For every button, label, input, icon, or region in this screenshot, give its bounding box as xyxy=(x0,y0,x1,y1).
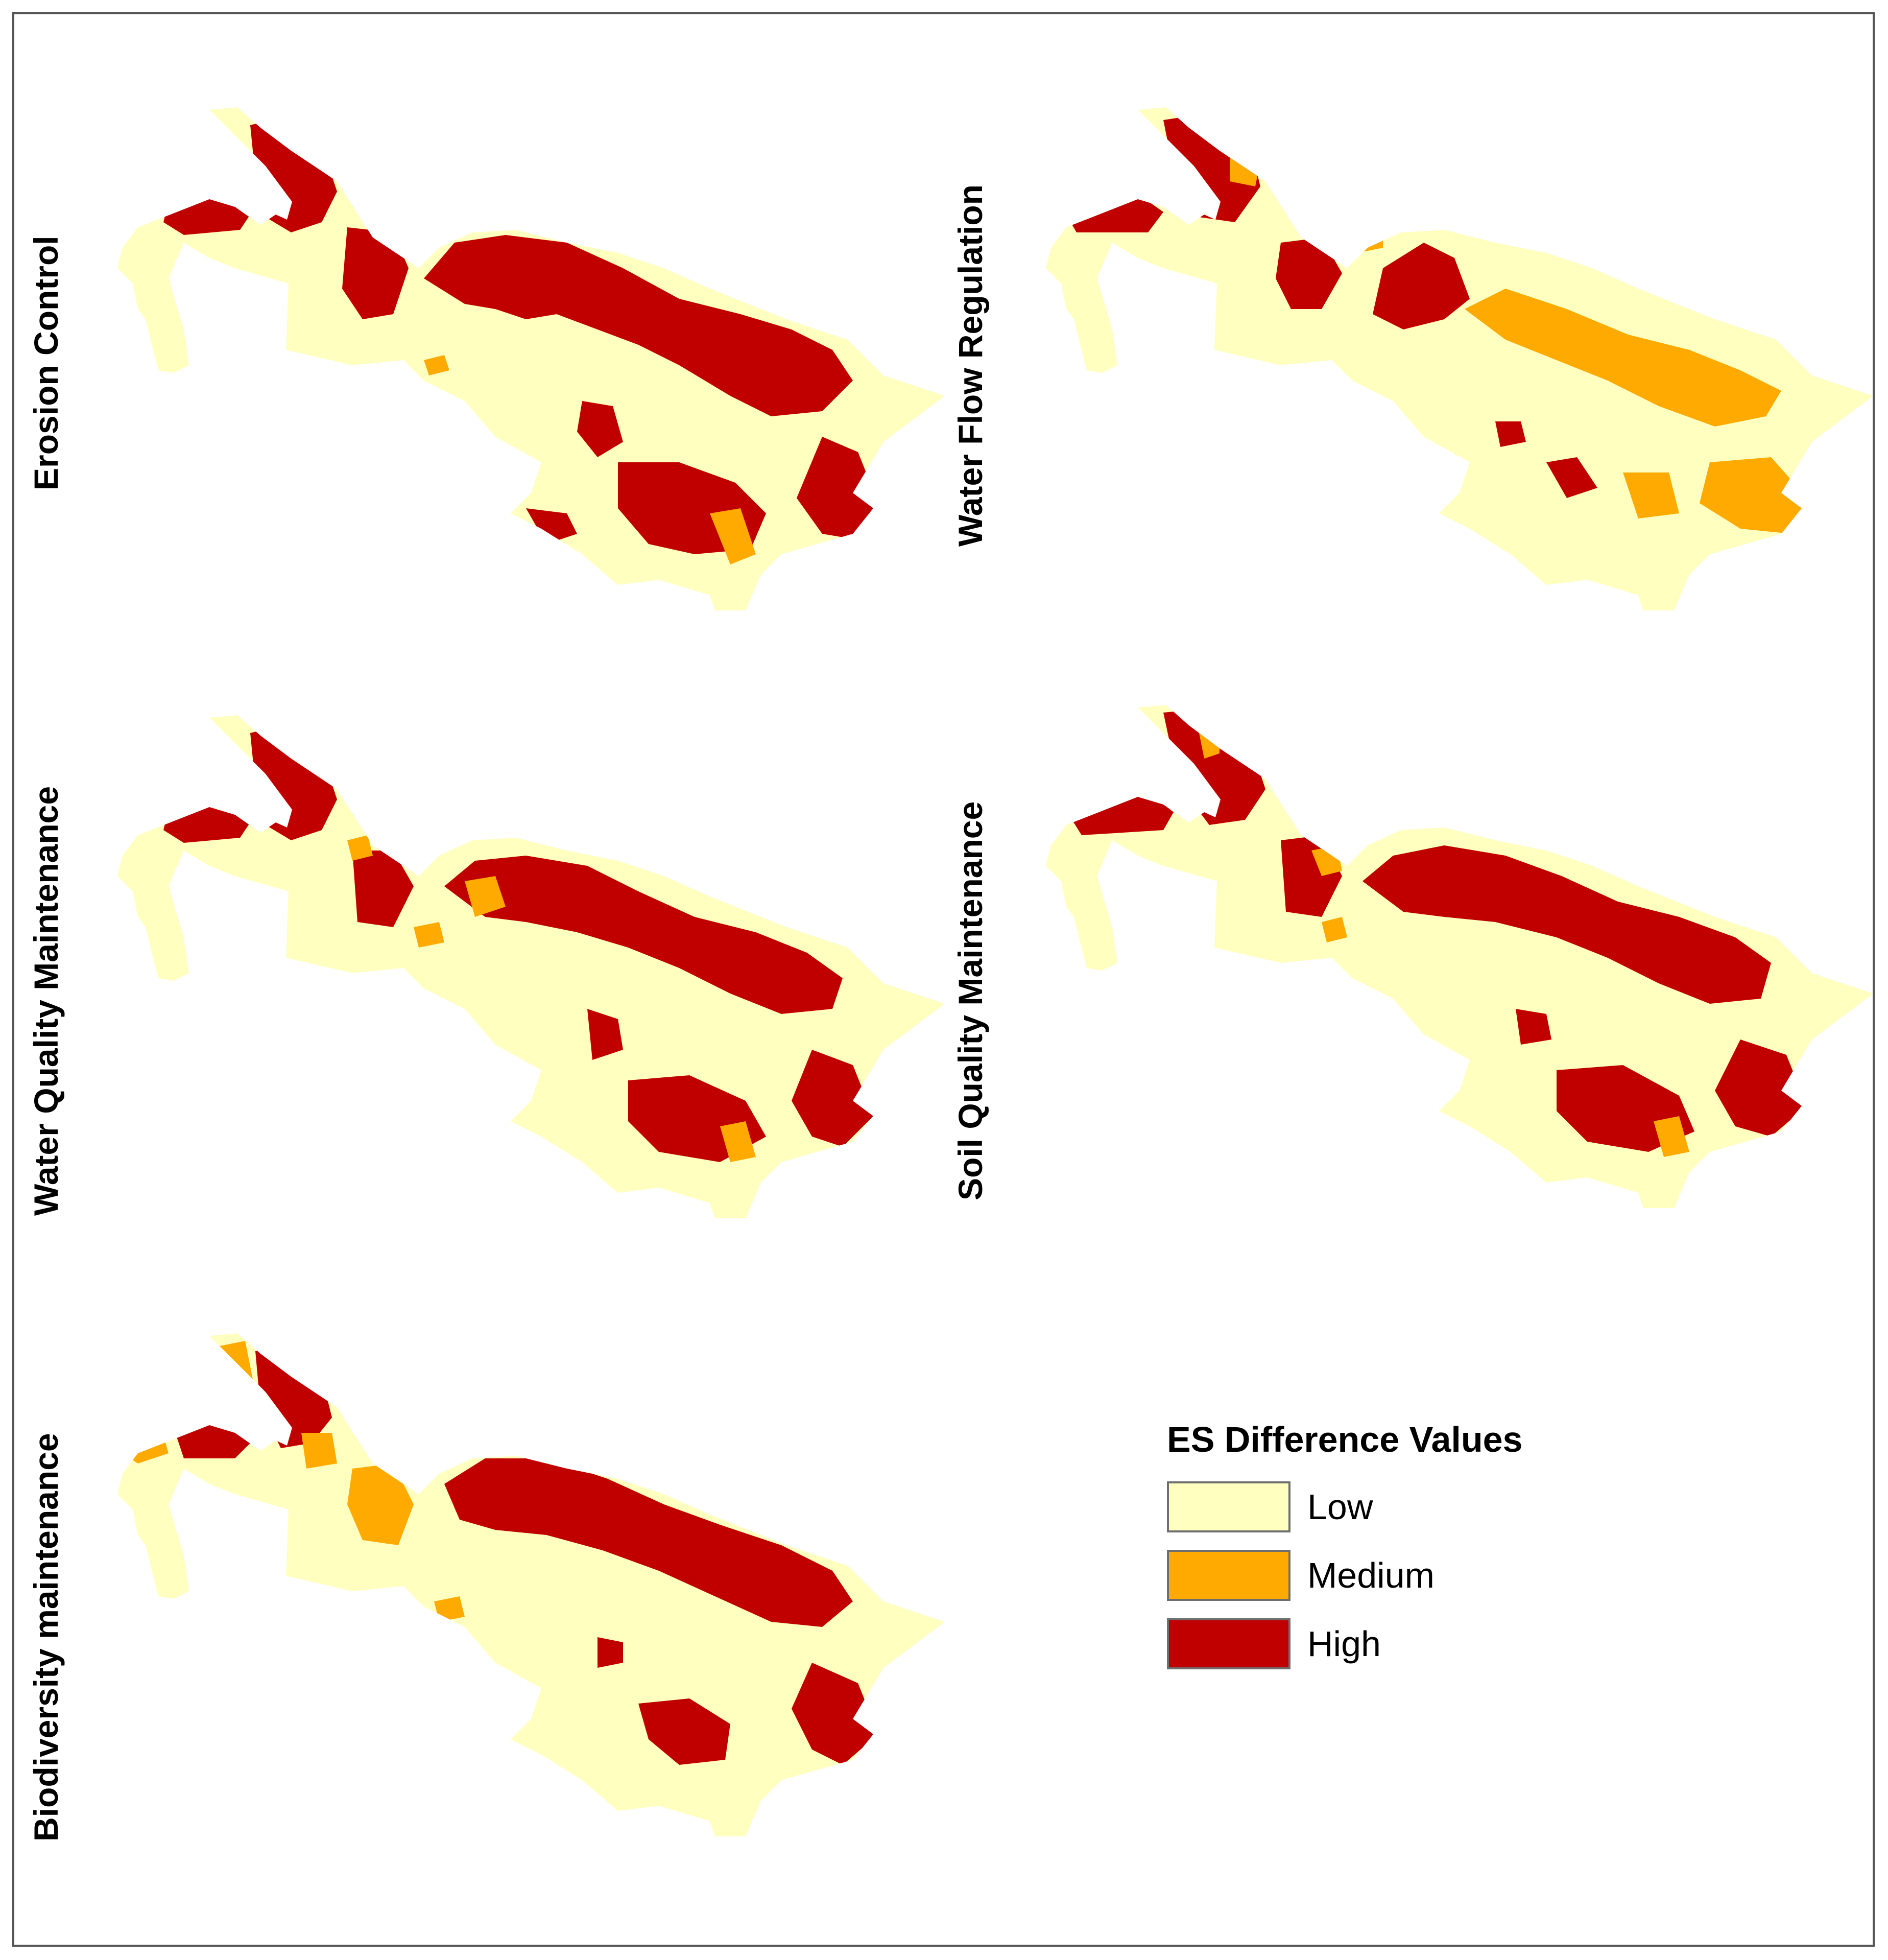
panel-label-water-quality-maintenance: Water Quality Maintenance xyxy=(27,786,65,1216)
figure-frame xyxy=(12,12,1875,1947)
map-water-quality-maintenance xyxy=(117,715,945,1218)
legend-label-high: High xyxy=(1307,1624,1381,1664)
legend-swatch-medium xyxy=(1167,1550,1290,1601)
legend-title: ES Difference Values xyxy=(1167,1420,1523,1459)
legend-label-medium: Medium xyxy=(1307,1555,1435,1595)
map-soil-quality-maintenance xyxy=(1046,705,1873,1208)
panel-label-erosion-control: Erosion Control xyxy=(27,235,65,490)
map-water-flow-regulation xyxy=(1046,107,1873,610)
panel-label-soil-quality-maintenance: Soil Quality Maintenance xyxy=(951,801,989,1200)
legend-swatch-high xyxy=(1167,1618,1290,1669)
panel-label-water-flow-regulation: Water Flow Regulation xyxy=(951,184,989,547)
panel-label-biodiversity-maintenance: Biodiversity maintenance xyxy=(27,1433,65,1841)
map-biodiversity-maintenance xyxy=(117,1333,945,1836)
legend-label-low: Low xyxy=(1307,1487,1373,1527)
legend-swatch-low xyxy=(1167,1481,1290,1532)
map-erosion-control xyxy=(117,107,945,610)
